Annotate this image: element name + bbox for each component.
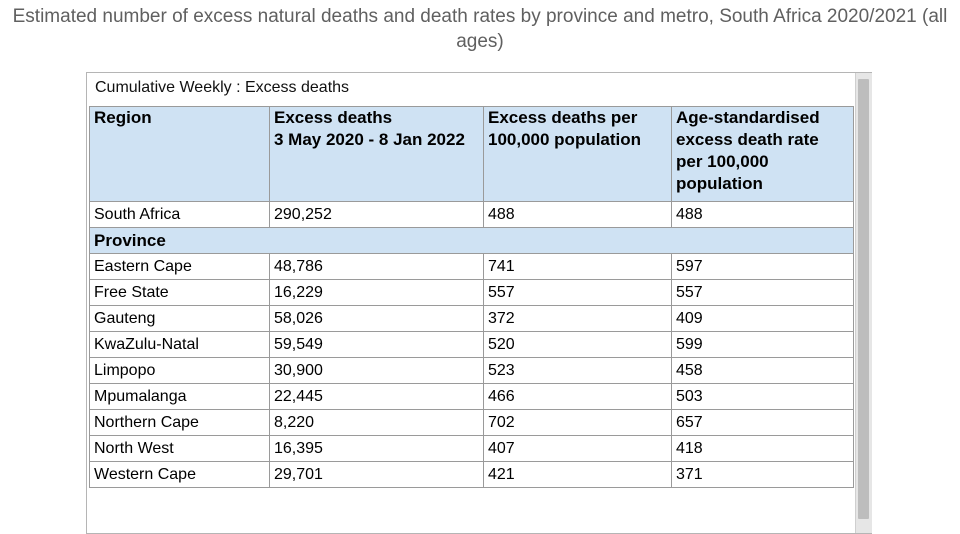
- cell-age-std: 371: [671, 461, 854, 488]
- cell-per-100k: 466: [483, 383, 672, 410]
- cell-age-std: 418: [671, 435, 854, 462]
- excess-deaths-header-text: Excess deaths 3 May 2020 - 8 Jan 2022: [274, 108, 465, 149]
- cell-region: Mpumalanga: [89, 383, 270, 410]
- table-row-south-africa: South Africa 290,252 488 488: [89, 201, 854, 228]
- scrollbar-thumb[interactable]: [858, 79, 869, 519]
- cell-age-std: 599: [671, 331, 854, 358]
- cell-excess-deaths: 22,445: [269, 383, 484, 410]
- cell-excess-deaths: 59,549: [269, 331, 484, 358]
- cell-per-100k: 372: [483, 305, 672, 332]
- cell-excess-deaths: 58,026: [269, 305, 484, 332]
- cell-excess-deaths: 29,701: [269, 461, 484, 488]
- table-row: North West 16,395 407 418: [89, 435, 854, 462]
- cell-age-std: 458: [671, 357, 854, 384]
- cell-excess-deaths: 16,395: [269, 435, 484, 462]
- cell-per-100k: 488: [483, 201, 672, 228]
- cell-per-100k: 407: [483, 435, 672, 462]
- table-row: Northern Cape 8,220 702 657: [89, 409, 854, 436]
- cell-excess-deaths: 290,252: [269, 201, 484, 228]
- table-row: Limpopo 30,900 523 458: [89, 357, 854, 384]
- table-caption: Cumulative Weekly : Excess deaths: [95, 79, 350, 96]
- cell-region: North West: [89, 435, 270, 462]
- cell-region: Free State: [89, 279, 270, 306]
- table-row: Mpumalanga 22,445 466 503: [89, 383, 854, 410]
- cell-age-std: 488: [671, 201, 854, 228]
- section-row-province: Province: [89, 227, 854, 254]
- vertical-scrollbar[interactable]: [855, 73, 872, 533]
- cell-excess-deaths: 30,900: [269, 357, 484, 384]
- cell-per-100k: 741: [483, 253, 672, 280]
- cell-age-std: 597: [671, 253, 854, 280]
- table-panel: Cumulative Weekly : Excess deaths Region…: [86, 72, 872, 534]
- cell-region: Eastern Cape: [89, 253, 270, 280]
- column-header-excess-deaths: Excess deaths 3 May 2020 - 8 Jan 2022: [269, 106, 484, 202]
- cell-excess-deaths: 8,220: [269, 409, 484, 436]
- cell-region: Northern Cape: [89, 409, 270, 436]
- cell-age-std: 409: [671, 305, 854, 332]
- cell-excess-deaths: 48,786: [269, 253, 484, 280]
- cell-age-std: 657: [671, 409, 854, 436]
- cell-region: Western Cape: [89, 461, 270, 488]
- section-heading-province: Province: [89, 227, 854, 254]
- cell-region: South Africa: [89, 201, 270, 228]
- cell-per-100k: 557: [483, 279, 672, 306]
- table-row: Free State 16,229 557 557: [89, 279, 854, 306]
- table-row: Gauteng 58,026 372 409: [89, 305, 854, 332]
- column-header-per-100k: Excess deaths per 100,000 population: [483, 106, 672, 202]
- table-row: KwaZulu-Natal 59,549 520 599: [89, 331, 854, 358]
- column-header-region: Region: [89, 106, 270, 202]
- excess-deaths-table: Region Excess deaths 3 May 2020 - 8 Jan …: [89, 106, 854, 488]
- cell-region: KwaZulu-Natal: [89, 331, 270, 358]
- table-row: Eastern Cape 48,786 741 597: [89, 253, 854, 280]
- cell-age-std: 557: [671, 279, 854, 306]
- cell-per-100k: 702: [483, 409, 672, 436]
- column-header-age-standardised: Age-standardised excess death rate per 1…: [671, 106, 854, 202]
- table-row: Western Cape 29,701 421 371: [89, 461, 854, 488]
- cell-region: Limpopo: [89, 357, 270, 384]
- header-row: Region Excess deaths 3 May 2020 - 8 Jan …: [89, 106, 854, 202]
- cell-per-100k: 421: [483, 461, 672, 488]
- cell-excess-deaths: 16,229: [269, 279, 484, 306]
- cell-age-std: 503: [671, 383, 854, 410]
- cell-region: Gauteng: [89, 305, 270, 332]
- cell-per-100k: 520: [483, 331, 672, 358]
- page-title: Estimated number of excess natural death…: [12, 6, 948, 52]
- cell-per-100k: 523: [483, 357, 672, 384]
